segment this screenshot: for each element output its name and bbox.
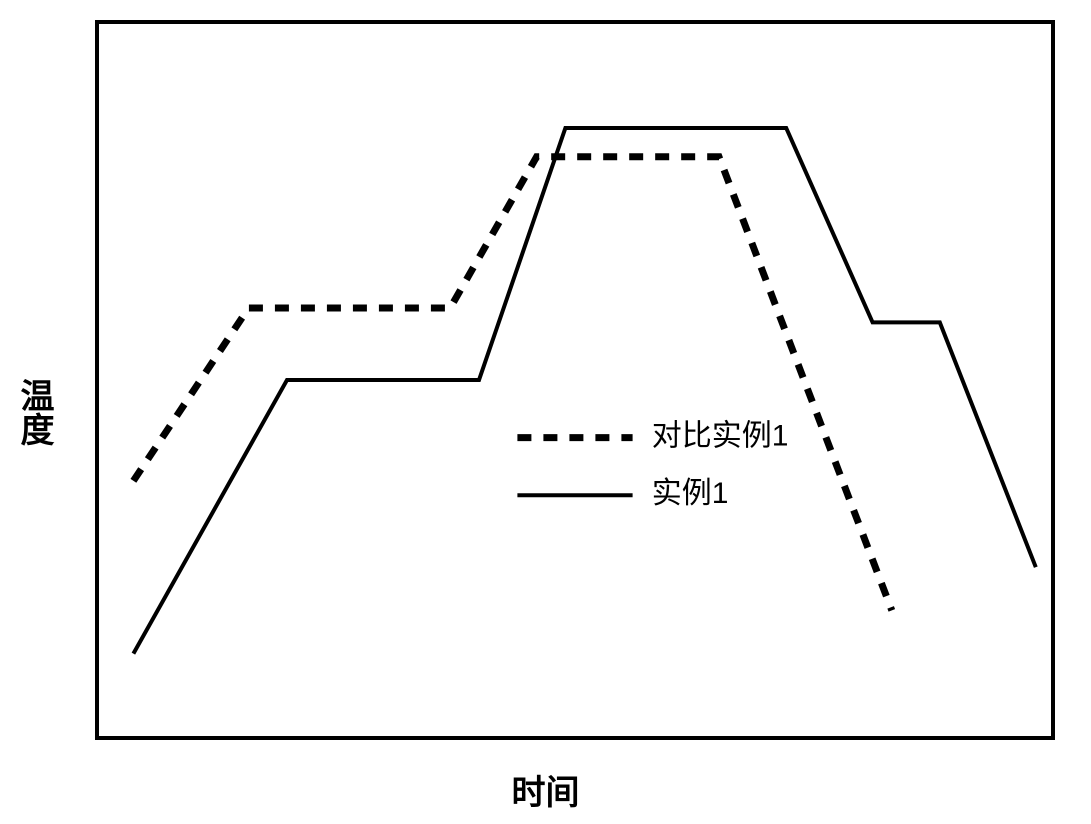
- chart-plot-area: 对比实例1 实例1: [95, 20, 1055, 740]
- legend-label-0: 对比实例1: [652, 420, 789, 453]
- legend-label-1: 实例1: [652, 477, 729, 510]
- x-axis-label: 时间: [512, 765, 580, 814]
- chart-svg: 对比实例1 实例1: [95, 20, 1055, 740]
- y-axis-label: 温度: [10, 378, 59, 446]
